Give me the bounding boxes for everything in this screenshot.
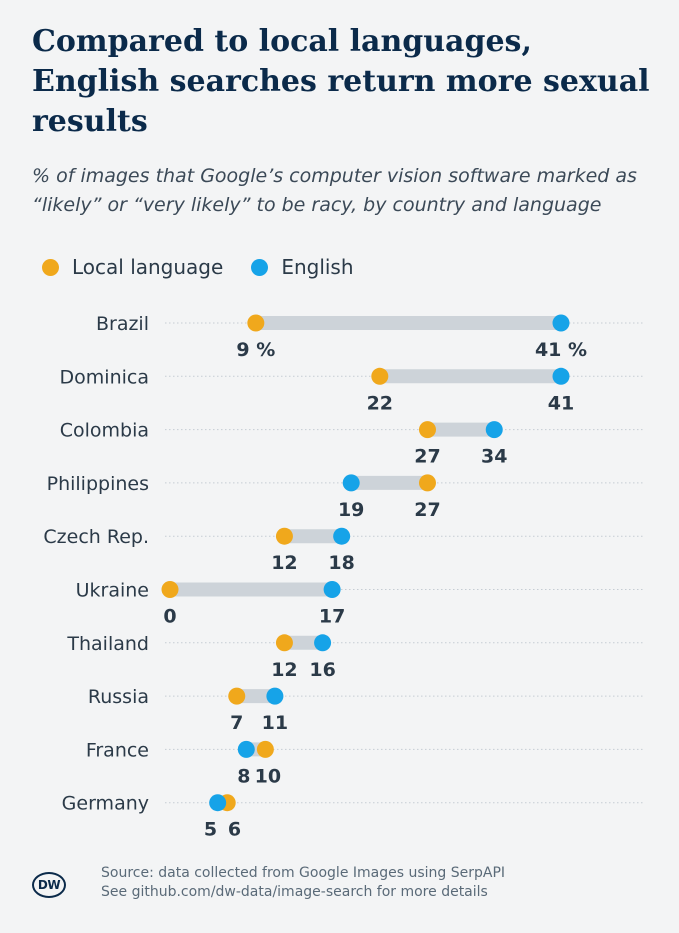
chart-subtitle: % of images that Google’s computer visio… [32,165,637,216]
dot-local-ukraine [161,581,179,598]
value-english-dominica: 41 [548,392,574,414]
country-label-russia: Russia [88,686,149,708]
value-local-germany: 6 [228,819,241,841]
legend-item-english: English [251,255,354,279]
value-english-philippines: 19 [338,499,364,521]
legend-item-local: Local language [42,255,223,279]
value-english-czech-rep: 18 [328,552,354,574]
country-label-france: France [86,739,149,761]
dot-english-russia [266,687,284,705]
value-local-colombia: 27 [414,446,440,468]
legend-swatch-english [251,258,269,276]
country-label-philippines: Philippines [47,473,149,495]
source-note: Source: data collected from Google Image… [101,864,505,902]
value-local-dominica: 22 [367,392,393,414]
country-label-dominica: Dominica [60,366,149,388]
dot-english-dominica [552,367,570,385]
dw-logo: DW [32,872,66,898]
dot-local-brazil [247,314,265,332]
value-english-brazil: 41 % [535,339,587,361]
country-label-czech-rep: Czech Rep. [43,526,149,548]
value-english-ukraine: 17 [319,606,345,628]
dot-english-ukraine [323,581,341,598]
value-english-colombia: 34 [481,446,507,468]
legend-label-english: English [281,255,354,279]
dot-local-thailand [275,634,293,652]
source-line-1: Source: data collected from Google Image… [101,865,506,881]
value-english-russia: 11 [262,712,288,734]
dot-local-philippines [418,474,436,492]
value-local-czech-rep: 12 [271,552,297,574]
value-english-france: 8 [237,765,250,787]
value-local-brazil: 9 % [236,339,275,361]
value-local-russia: 7 [230,712,243,734]
dot-english-thailand [314,634,332,652]
value-english-thailand: 16 [309,659,335,681]
dot-local-dominica [371,367,389,385]
dumbbell-chart: Brazil 9 % 41 % Dominica 22 41 Colombia 27 34 Phi… [43,313,645,841]
dot-local-france [256,740,274,758]
dot-english-france [237,740,255,758]
country-label-brazil: Brazil [96,313,149,335]
country-label-colombia: Colombia [60,420,149,442]
value-local-france: 10 [255,765,281,787]
value-english-germany: 5 [204,819,217,841]
dot-english-czech-rep [333,527,351,545]
source-line-2: See github.com/dw-data/image-search for … [101,884,488,900]
legend: Local language English [42,253,382,281]
legend-swatch-local [42,258,59,276]
value-local-thailand: 12 [271,659,297,681]
dot-english-philippines [342,474,360,492]
dot-local-colombia [418,421,436,439]
dot-local-russia [228,687,246,705]
legend-label-local: Local language [72,255,224,279]
country-label-ukraine: Ukraine [76,580,149,602]
country-label-thailand: Thailand [66,633,149,655]
dot-english-germany [209,794,227,812]
dot-local-czech-rep [275,527,293,545]
dot-english-colombia [485,421,503,439]
country-label-germany: Germany [62,793,149,815]
value-local-ukraine: 0 [163,606,176,628]
dot-english-brazil [552,314,570,332]
chart-title: Compared to local languages, English sea… [32,24,650,139]
value-local-philippines: 27 [414,499,440,521]
